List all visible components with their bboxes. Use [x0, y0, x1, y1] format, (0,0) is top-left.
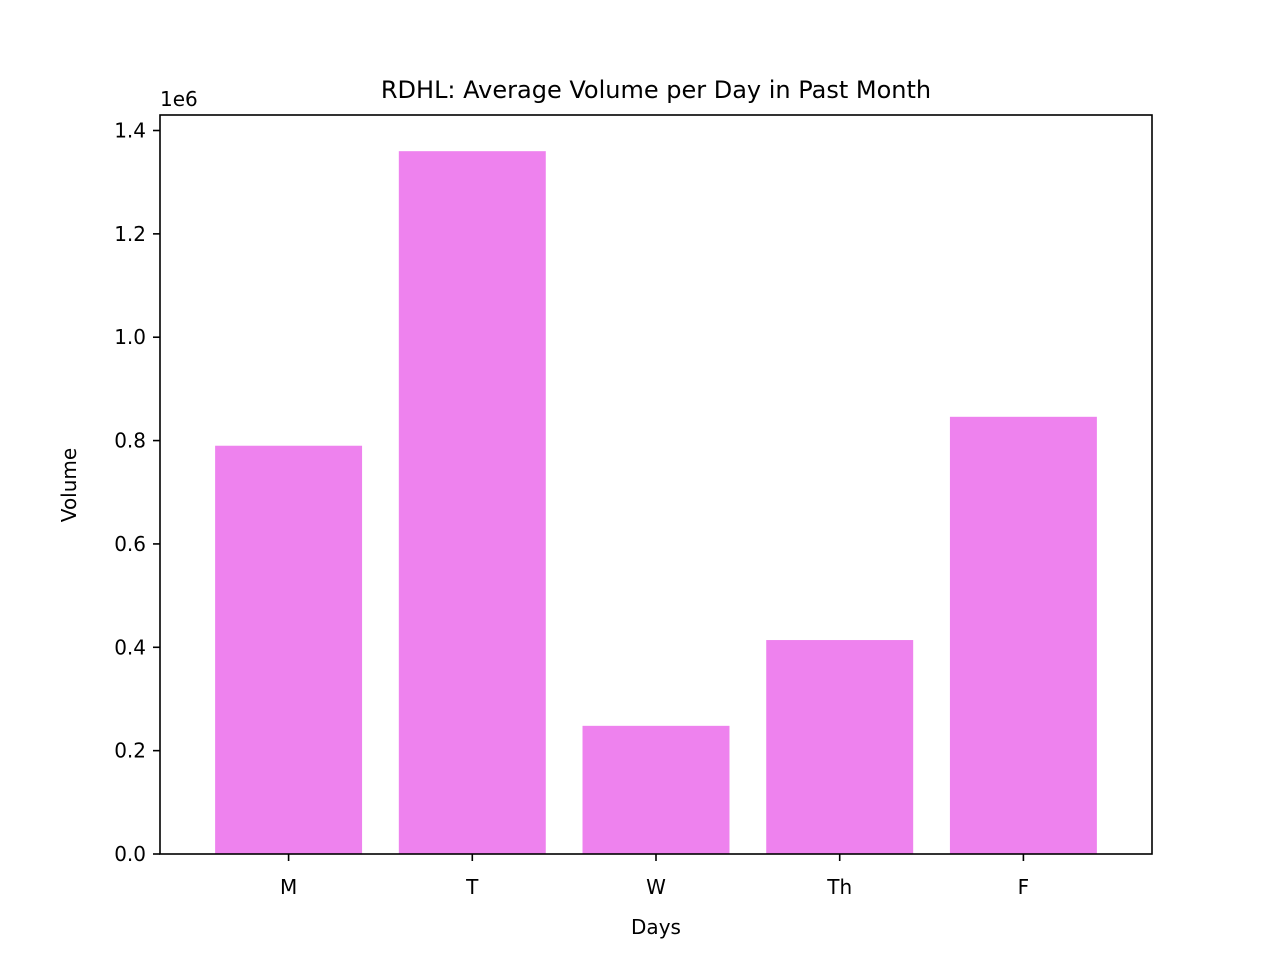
y-tick-label: 0.8	[114, 429, 146, 453]
y-tick-label: 1.2	[114, 222, 146, 246]
bar-t	[398, 151, 546, 855]
bar-th	[766, 640, 914, 854]
x-tick-label: T	[465, 875, 479, 899]
y-tick-label: 0.6	[114, 532, 146, 556]
y-tick-label: 0.2	[114, 739, 146, 763]
y-tick-label: 0.0	[114, 842, 146, 866]
bar-f	[949, 416, 1097, 854]
y-ticks-layer: 0.0 0.2 0.4 0.6 0.8 1.0 1.2 1.4	[114, 119, 160, 866]
x-tick-label: F	[1018, 875, 1030, 899]
y-tick-label: 1.0	[114, 325, 146, 349]
bar-m	[215, 445, 363, 854]
x-tick-label: Th	[826, 875, 852, 899]
y-tick-label: 1.4	[114, 119, 146, 143]
y-axis-offset-label: 1e6	[160, 87, 198, 111]
y-axis-label: Volume	[57, 448, 81, 522]
chart-title: RDHL: Average Volume per Day in Past Mon…	[381, 76, 931, 104]
x-tick-label: W	[646, 875, 666, 899]
x-ticks-layer: M T W Th F	[280, 854, 1029, 899]
plot-frame	[159, 114, 1153, 855]
bar-w	[582, 725, 730, 854]
x-tick-label: M	[280, 875, 297, 899]
bars-layer	[215, 151, 1097, 855]
y-tick-label: 0.4	[114, 635, 146, 659]
x-axis-label: Days	[631, 915, 681, 939]
